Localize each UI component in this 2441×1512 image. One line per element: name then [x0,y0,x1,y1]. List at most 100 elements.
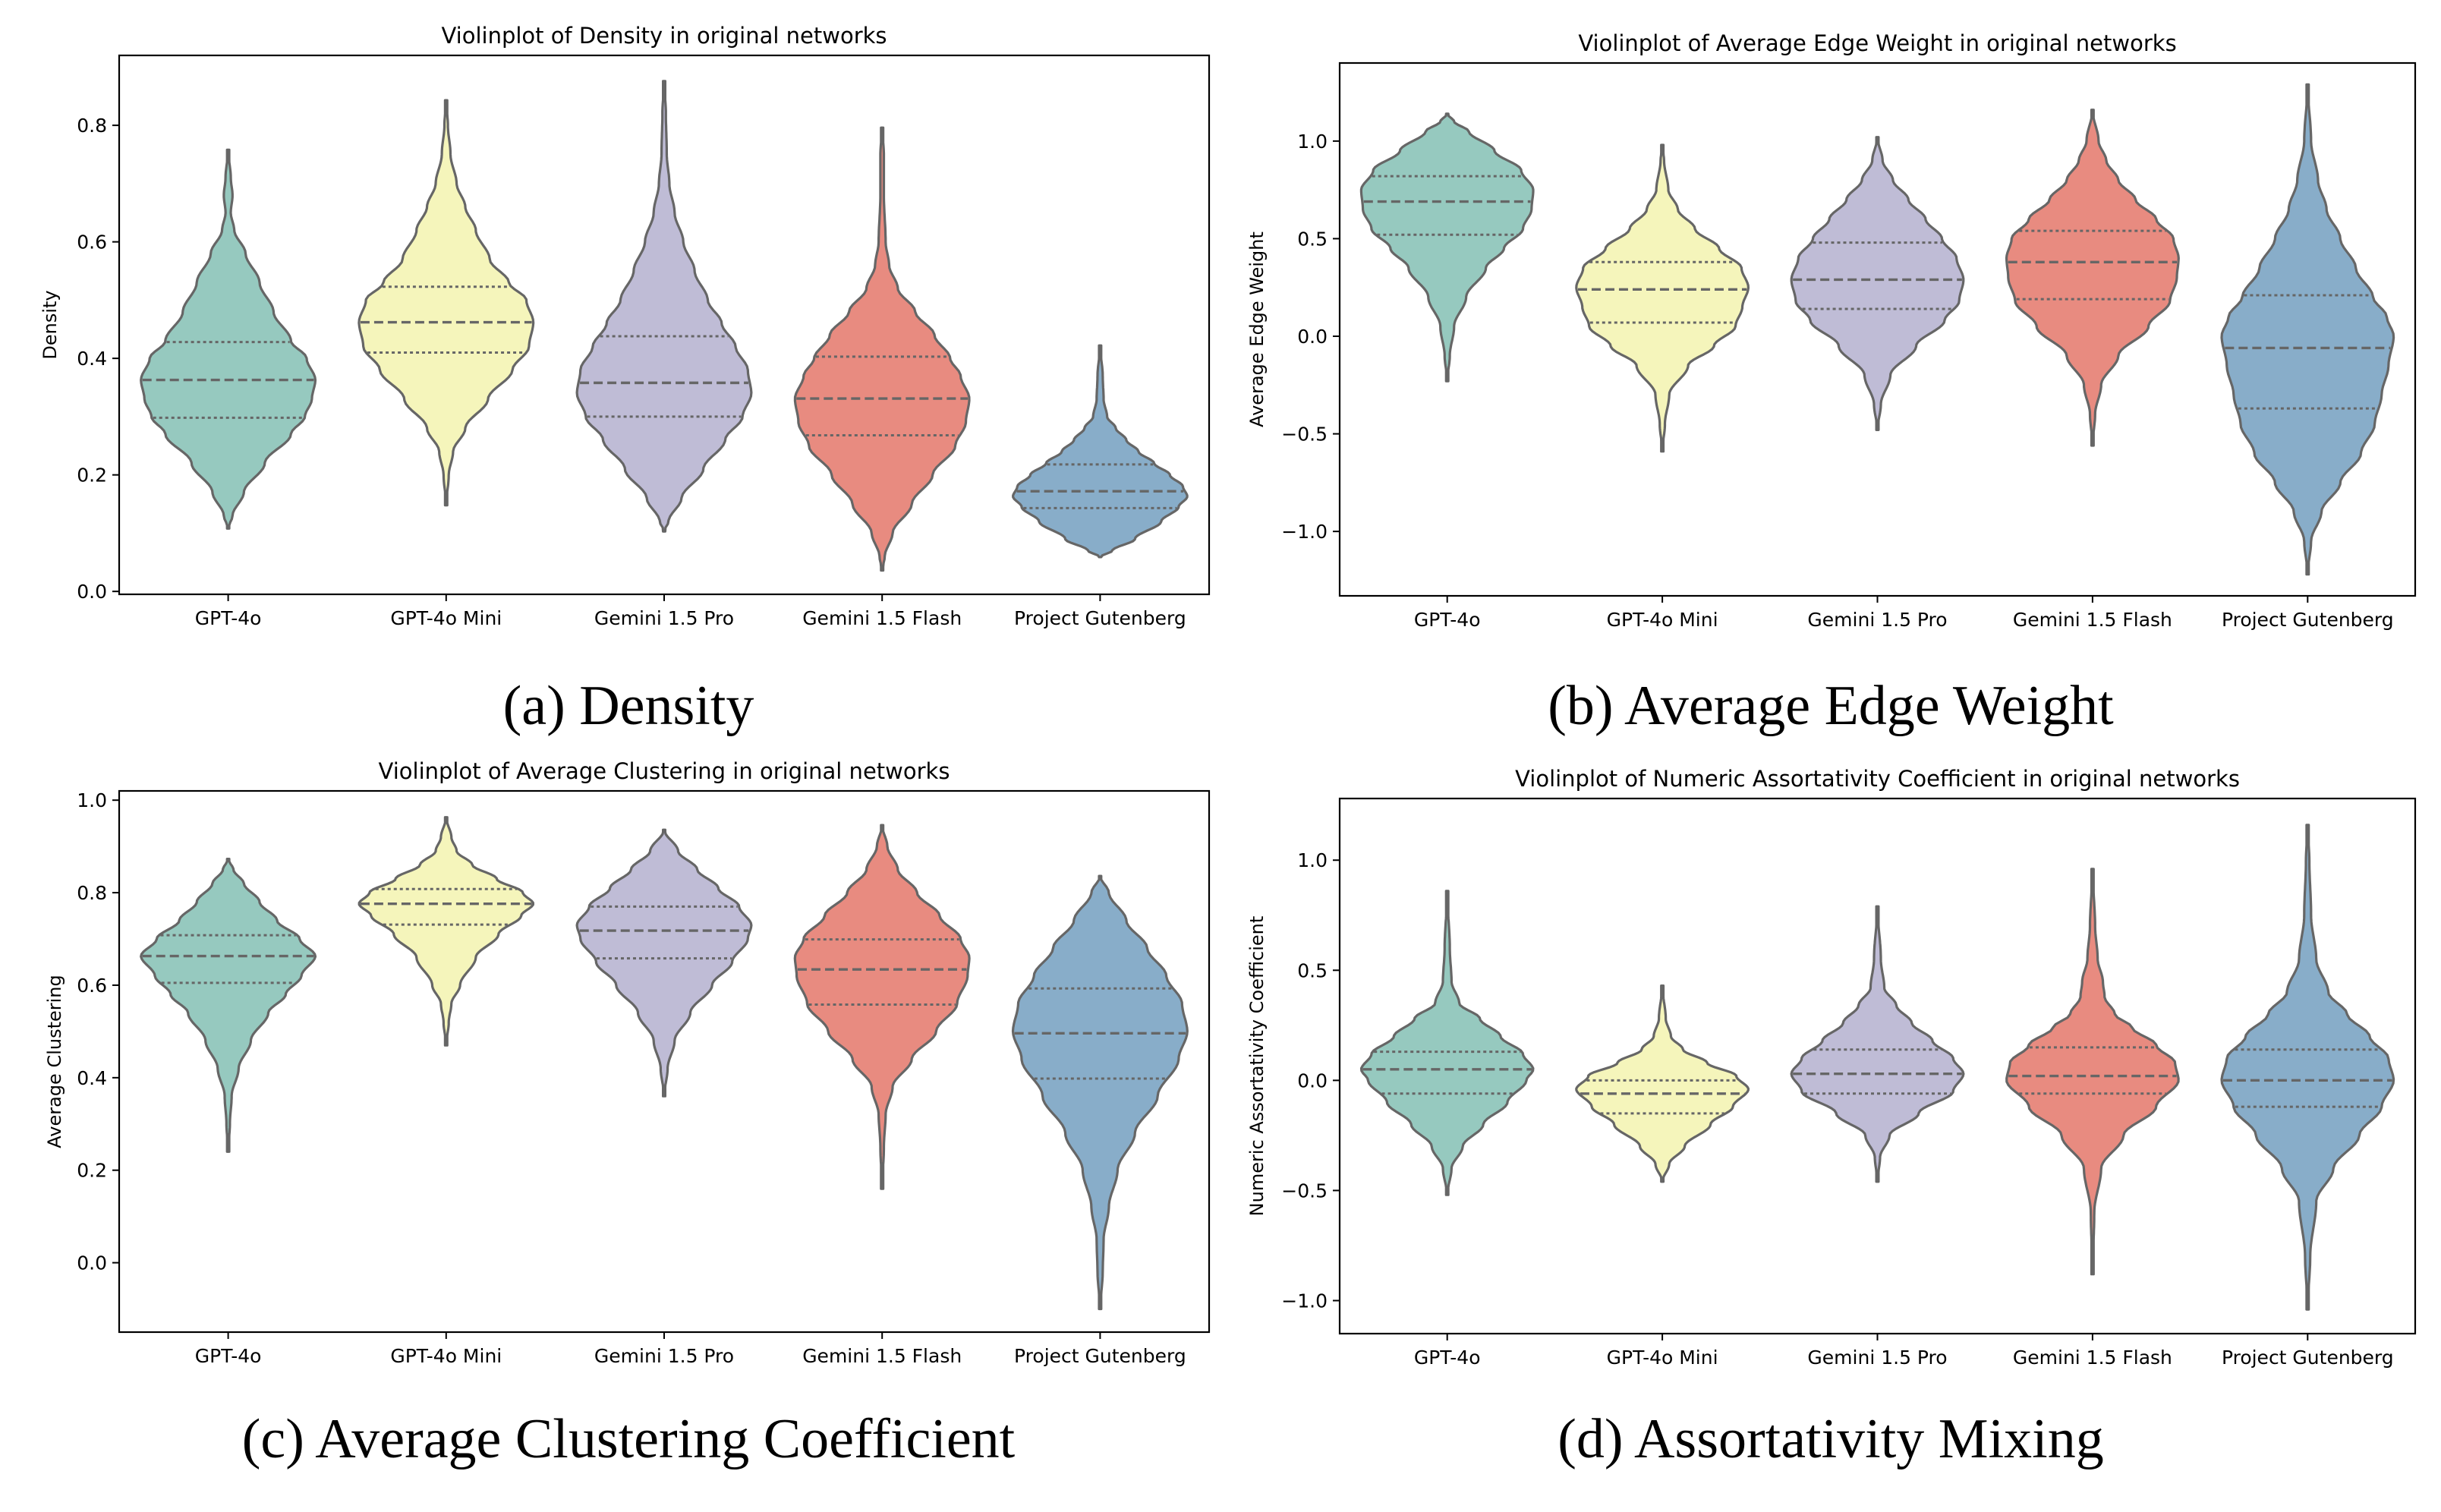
y-tick-label: 0.8 [77,882,107,904]
x-tick-label: GPT-4o Mini [1607,609,1718,631]
violin-body [1011,874,1189,1311]
violin-gemini-1-5-flash [2005,868,2180,1276]
chart-clustering: Violinplot of Average Clustering in orig… [44,758,1211,1367]
violin-body [793,824,971,1190]
violin-body [357,816,534,1047]
x-tick-label: Gemini 1.5 Pro [594,1345,734,1367]
violin-body [357,99,535,507]
violin-gemini-1-5-pro [575,828,753,1098]
y-axis-label: Average Edge Weight [1246,232,1268,427]
violin-gpt-4o [140,858,317,1153]
violin-gemini-1-5-flash [793,126,971,572]
x-tick-label: GPT-4o Mini [390,1345,502,1367]
violin-gemini-1-5-pro [1790,136,1965,431]
y-tick-label: −0.5 [1281,1180,1328,1202]
y-tick-label: 0.6 [77,232,107,254]
x-tick-label: Gemini 1.5 Flash [2013,609,2172,631]
violin-body [1790,136,1965,431]
y-tick-label: 0.5 [1297,228,1328,250]
violin-gpt-4o [140,148,317,530]
violin-project-gutenberg [2220,824,2395,1311]
x-tick-label: GPT-4o Mini [390,607,502,629]
violin-gemini-1-5-flash [2005,109,2180,447]
y-tick-label: 1.0 [1297,849,1328,871]
violin-body [140,148,317,530]
violin-gpt-4o-mini [1575,143,1750,453]
y-tick-label: 0.8 [77,115,107,137]
violin-gpt-4o-mini [357,816,534,1047]
violin-body [140,858,317,1153]
x-tick-label: GPT-4o [195,607,262,629]
violin-body [1575,143,1750,453]
violin-gemini-1-5-pro [575,80,753,533]
chart-edge-weight: Violinplot of Average Edge Weight in ori… [1246,30,2417,631]
violin-body [2220,824,2395,1311]
x-tick-label: Gemini 1.5 Flash [802,607,962,629]
violin-body [1790,905,1965,1183]
chart-density: Violinplot of Density in original networ… [39,23,1211,629]
violin-project-gutenberg [1011,874,1189,1311]
caption-clustering: (c) Average Clustering Coefficient [241,1408,1016,1470]
chart-title: Violinplot of Numeric Assortativity Coef… [1515,766,2240,792]
x-tick-label: Gemini 1.5 Pro [1807,609,1947,631]
y-axis-label: Numeric Assortativity Coefficient [1246,916,1268,1217]
panel-assortativity: Violinplot of Numeric Assortativity Coef… [1220,756,2441,1512]
y-tick-label: −0.5 [1281,424,1328,446]
x-tick-label: Project Gutenberg [2222,1347,2394,1369]
x-tick-label: Gemini 1.5 Flash [2013,1347,2172,1369]
y-tick-label: 0.0 [77,1252,107,1274]
violin-body [1359,890,1535,1196]
violin-body [2220,83,2395,576]
x-tick-label: GPT-4o [1414,609,1481,631]
chart-title: Violinplot of Average Edge Weight in ori… [1578,30,2176,56]
violin-body [2005,868,2180,1276]
y-axis-label: Density [39,290,61,359]
x-tick-label: GPT-4o Mini [1607,1347,1718,1369]
x-tick-label: Project Gutenberg [1014,1345,1186,1367]
y-tick-label: 0.2 [77,465,107,487]
x-tick-label: Project Gutenberg [2222,609,2394,631]
y-tick-label: 1.0 [1297,131,1328,153]
violin-body [575,828,753,1098]
panel-clustering: Violinplot of Average Clustering in orig… [0,756,1220,1512]
violin-body [575,80,753,533]
y-tick-label: 0.5 [1297,959,1328,981]
x-tick-label: Gemini 1.5 Flash [802,1345,962,1367]
y-tick-label: 0.4 [77,348,107,370]
y-tick-label: 0.6 [77,975,107,997]
panel-edge-weight: Violinplot of Average Edge Weight in ori… [1220,0,2441,756]
violin-gpt-4o-mini [357,99,535,507]
x-tick-label: GPT-4o [1414,1347,1481,1369]
y-axis-label: Average Clustering [44,975,65,1148]
violin-project-gutenberg [1012,344,1189,559]
x-tick-label: Gemini 1.5 Pro [594,607,734,629]
caption-assortativity: (d) Assortativity Mixing [1558,1408,2104,1470]
caption-density: (a) Density [502,675,754,737]
x-tick-label: Project Gutenberg [1014,607,1186,629]
violin-gpt-4o-mini [1575,984,1750,1183]
y-tick-label: 0.2 [77,1160,107,1182]
caption-edge-weight: (b) Average Edge Weight [1548,675,2114,737]
chart-title: Violinplot of Density in original networ… [441,23,887,49]
y-tick-label: 0.4 [77,1067,107,1089]
violin-gemini-1-5-flash [793,824,971,1190]
chart-title: Violinplot of Average Clustering in orig… [379,758,950,784]
violin-gpt-4o [1359,112,1535,383]
y-tick-label: −1.0 [1281,521,1328,543]
violin-body [1012,344,1189,559]
y-tick-label: 1.0 [77,789,107,811]
x-tick-label: GPT-4o [195,1345,262,1367]
y-tick-label: 0.0 [77,581,107,603]
x-tick-label: Gemini 1.5 Pro [1807,1347,1947,1369]
violin-project-gutenberg [2220,83,2395,576]
violin-gpt-4o [1359,890,1535,1196]
chart-assortativity: Violinplot of Numeric Assortativity Coef… [1246,766,2417,1369]
y-tick-label: 0.0 [1297,1069,1328,1091]
panel-density: Violinplot of Density in original networ… [0,0,1220,756]
violin-body [1359,112,1535,383]
y-tick-label: −1.0 [1281,1290,1328,1312]
violin-gemini-1-5-pro [1790,905,1965,1183]
violin-body [1575,984,1750,1183]
y-tick-label: 0.0 [1297,326,1328,348]
violin-body [793,126,971,572]
